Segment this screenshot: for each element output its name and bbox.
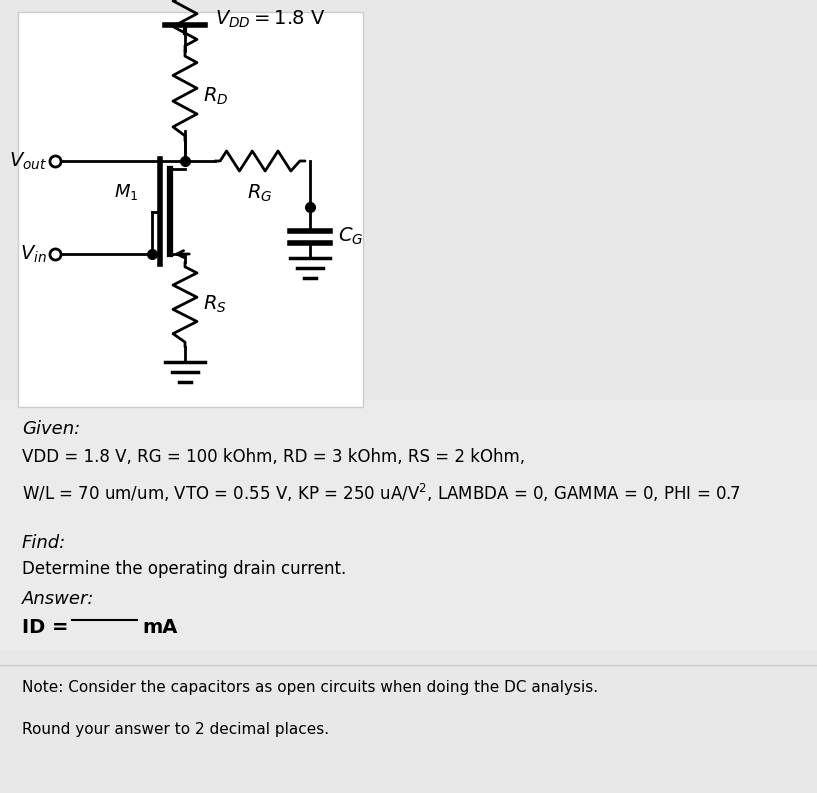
- Text: Find:: Find:: [22, 534, 66, 552]
- Text: $V_{DD}$$= 1.8\ \mathrm{V}$: $V_{DD}$$= 1.8\ \mathrm{V}$: [215, 9, 326, 29]
- Text: ID =: ID =: [22, 618, 75, 637]
- Text: Determine the operating drain current.: Determine the operating drain current.: [22, 560, 346, 578]
- Text: mA: mA: [142, 618, 177, 637]
- Text: VDD = 1.8 V, RG = 100 kOhm, RD = 3 kOhm, RS = 2 kOhm,: VDD = 1.8 V, RG = 100 kOhm, RD = 3 kOhm,…: [22, 448, 525, 466]
- Bar: [0, 400, 817, 650]
- Text: Round your answer to 2 decimal places.: Round your answer to 2 decimal places.: [22, 722, 329, 737]
- Text: W/L = 70 um/um, VTO = 0.55 V, KP = 250 uA/V$^2$, LAMBDA = 0, GAMMA = 0, PHI = 0.: W/L = 70 um/um, VTO = 0.55 V, KP = 250 u…: [22, 482, 741, 504]
- Text: $M_1$: $M_1$: [114, 182, 138, 201]
- Text: $V_{in}$: $V_{in}$: [20, 243, 47, 265]
- Text: Answer:: Answer:: [22, 590, 95, 608]
- Text: Given:: Given:: [22, 420, 80, 438]
- Bar: [18, 12, 363, 407]
- Text: $R_G$: $R_G$: [248, 183, 273, 205]
- Text: Note: Consider the capacitors as open circuits when doing the DC analysis.: Note: Consider the capacitors as open ci…: [22, 680, 598, 695]
- Text: $R_D$: $R_D$: [203, 86, 229, 106]
- Text: $R_S$: $R_S$: [203, 294, 227, 315]
- Text: $V_{out}$: $V_{out}$: [9, 151, 47, 171]
- Text: $C_G$: $C_G$: [338, 226, 364, 247]
